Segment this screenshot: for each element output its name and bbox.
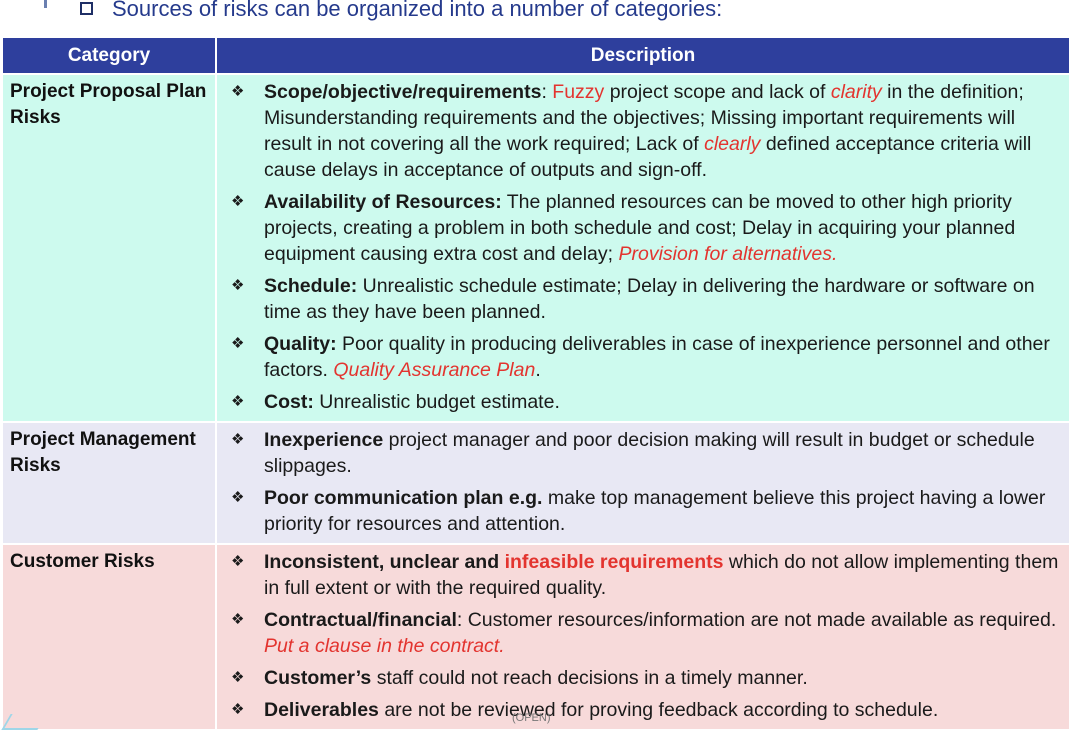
column-header-description: Description <box>215 36 1071 75</box>
classification-footer: (OPEN) <box>512 712 551 724</box>
risk-categories-table: Category Description Project Proposal Pl… <box>1 36 1071 731</box>
list-item: ❖ Schedule: Unrealistic schedule estimat… <box>231 275 1035 323</box>
risk-list: ❖ Scope/objective/requirements: Fuzzy pr… <box>229 79 1061 415</box>
diamond-bullet-icon: ❖ <box>231 335 245 352</box>
list-item: ❖ Deliverables are not be reviewed for p… <box>231 699 939 721</box>
diamond-bullet-icon: ❖ <box>231 431 245 448</box>
list-item: ❖ Inexperience project manager and poor … <box>231 429 1035 477</box>
list-item: ❖ Contractual/financial: Customer resour… <box>231 609 1057 657</box>
list-item: ❖ Quality: Poor quality in producing del… <box>231 333 1050 381</box>
list-item: ❖ Availability of Resources: The planned… <box>231 191 1016 265</box>
table-row: Project Proposal Plan Risks ❖ Scope/obje… <box>1 73 1071 423</box>
diamond-bullet-icon: ❖ <box>231 83 245 100</box>
diamond-bullet-icon: ❖ <box>231 489 245 506</box>
category-cell: Project Proposal Plan Risks <box>1 73 217 423</box>
column-header-category: Category <box>1 36 217 75</box>
risk-list: ❖ Inconsistent, unclear and infeasible r… <box>229 549 1061 723</box>
description-cell: ❖ Inexperience project manager and poor … <box>215 421 1071 545</box>
slide-header: Sources of risks can be organized into a… <box>0 0 1075 34</box>
list-item: ❖ Poor communication plan e.g. make top … <box>231 487 1046 535</box>
category-cell: Project Management Risks <box>1 421 217 545</box>
diamond-bullet-icon: ❖ <box>231 193 245 210</box>
diamond-bullet-icon: ❖ <box>231 611 245 628</box>
category-cell: Customer Risks <box>1 543 217 731</box>
list-item: ❖ Customer’s staff could not reach decis… <box>231 667 808 689</box>
title-accent-bar <box>44 0 47 8</box>
list-item: ❖ Scope/objective/requirements: Fuzzy pr… <box>231 81 1032 181</box>
description-cell: ❖ Scope/objective/requirements: Fuzzy pr… <box>215 73 1071 423</box>
table-row: Customer Risks ❖ Inconsistent, unclear a… <box>1 543 1071 731</box>
diamond-bullet-icon: ❖ <box>231 553 245 570</box>
description-cell: ❖ Inconsistent, unclear and infeasible r… <box>215 543 1071 731</box>
diamond-bullet-icon: ❖ <box>231 393 245 410</box>
slide-subtitle: Sources of risks can be organized into a… <box>112 0 723 21</box>
table-header-row: Category Description <box>1 36 1071 75</box>
diamond-bullet-icon: ❖ <box>231 701 245 718</box>
risk-list: ❖ Inexperience project manager and poor … <box>229 427 1061 537</box>
diamond-bullet-icon: ❖ <box>231 669 245 686</box>
diamond-bullet-icon: ❖ <box>231 277 245 294</box>
empty-checkbox-icon <box>80 2 93 15</box>
table-row: Project Management Risks ❖ Inexperience … <box>1 421 1071 545</box>
list-item: ❖ Cost: Unrealistic budget estimate. <box>231 391 560 413</box>
list-item: ❖ Inconsistent, unclear and infeasible r… <box>231 551 1059 599</box>
